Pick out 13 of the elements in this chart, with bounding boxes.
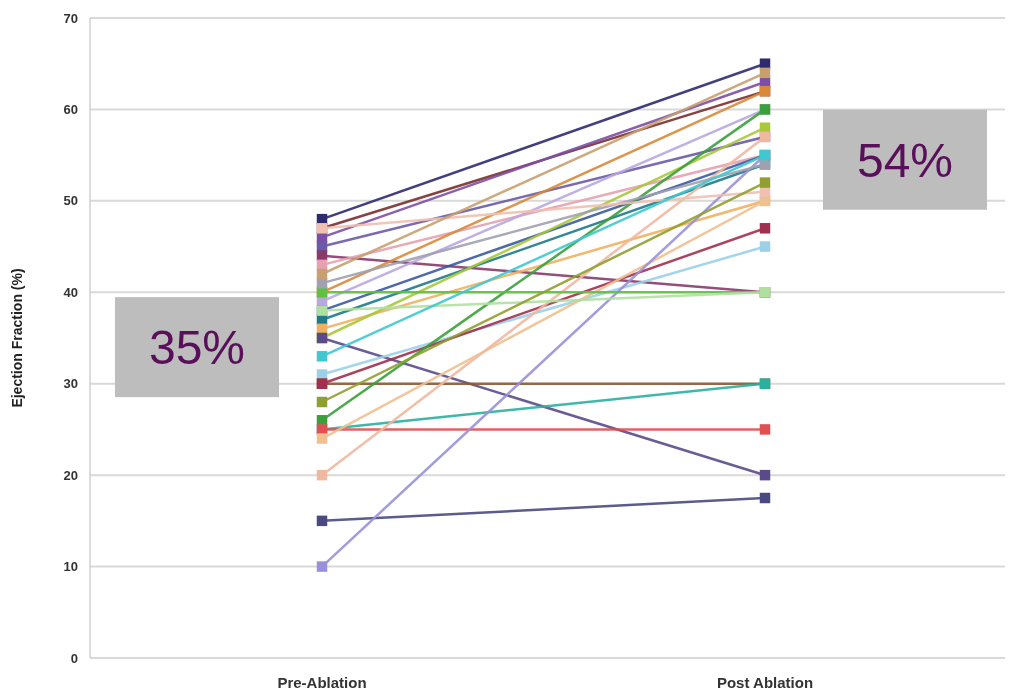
y-tick-label: 10 [63,559,78,575]
y-tick-label: 70 [63,10,78,26]
annotation: 54% [856,133,954,187]
y-tick-label: 20 [63,467,78,483]
y-tick-label: 40 [63,284,78,300]
y-tick-label: 60 [63,101,78,117]
x-tick-label: Post Ablation [716,674,814,691]
y-axis-title: Ejection Fraction (%) [9,268,25,408]
y-tick-label: 30 [63,376,78,392]
y-tick-label: 50 [63,193,78,209]
x-tick-label: Pre-Ablation [277,674,367,691]
y-tick-label: 0 [70,650,78,666]
annotation: 35% [148,320,246,374]
